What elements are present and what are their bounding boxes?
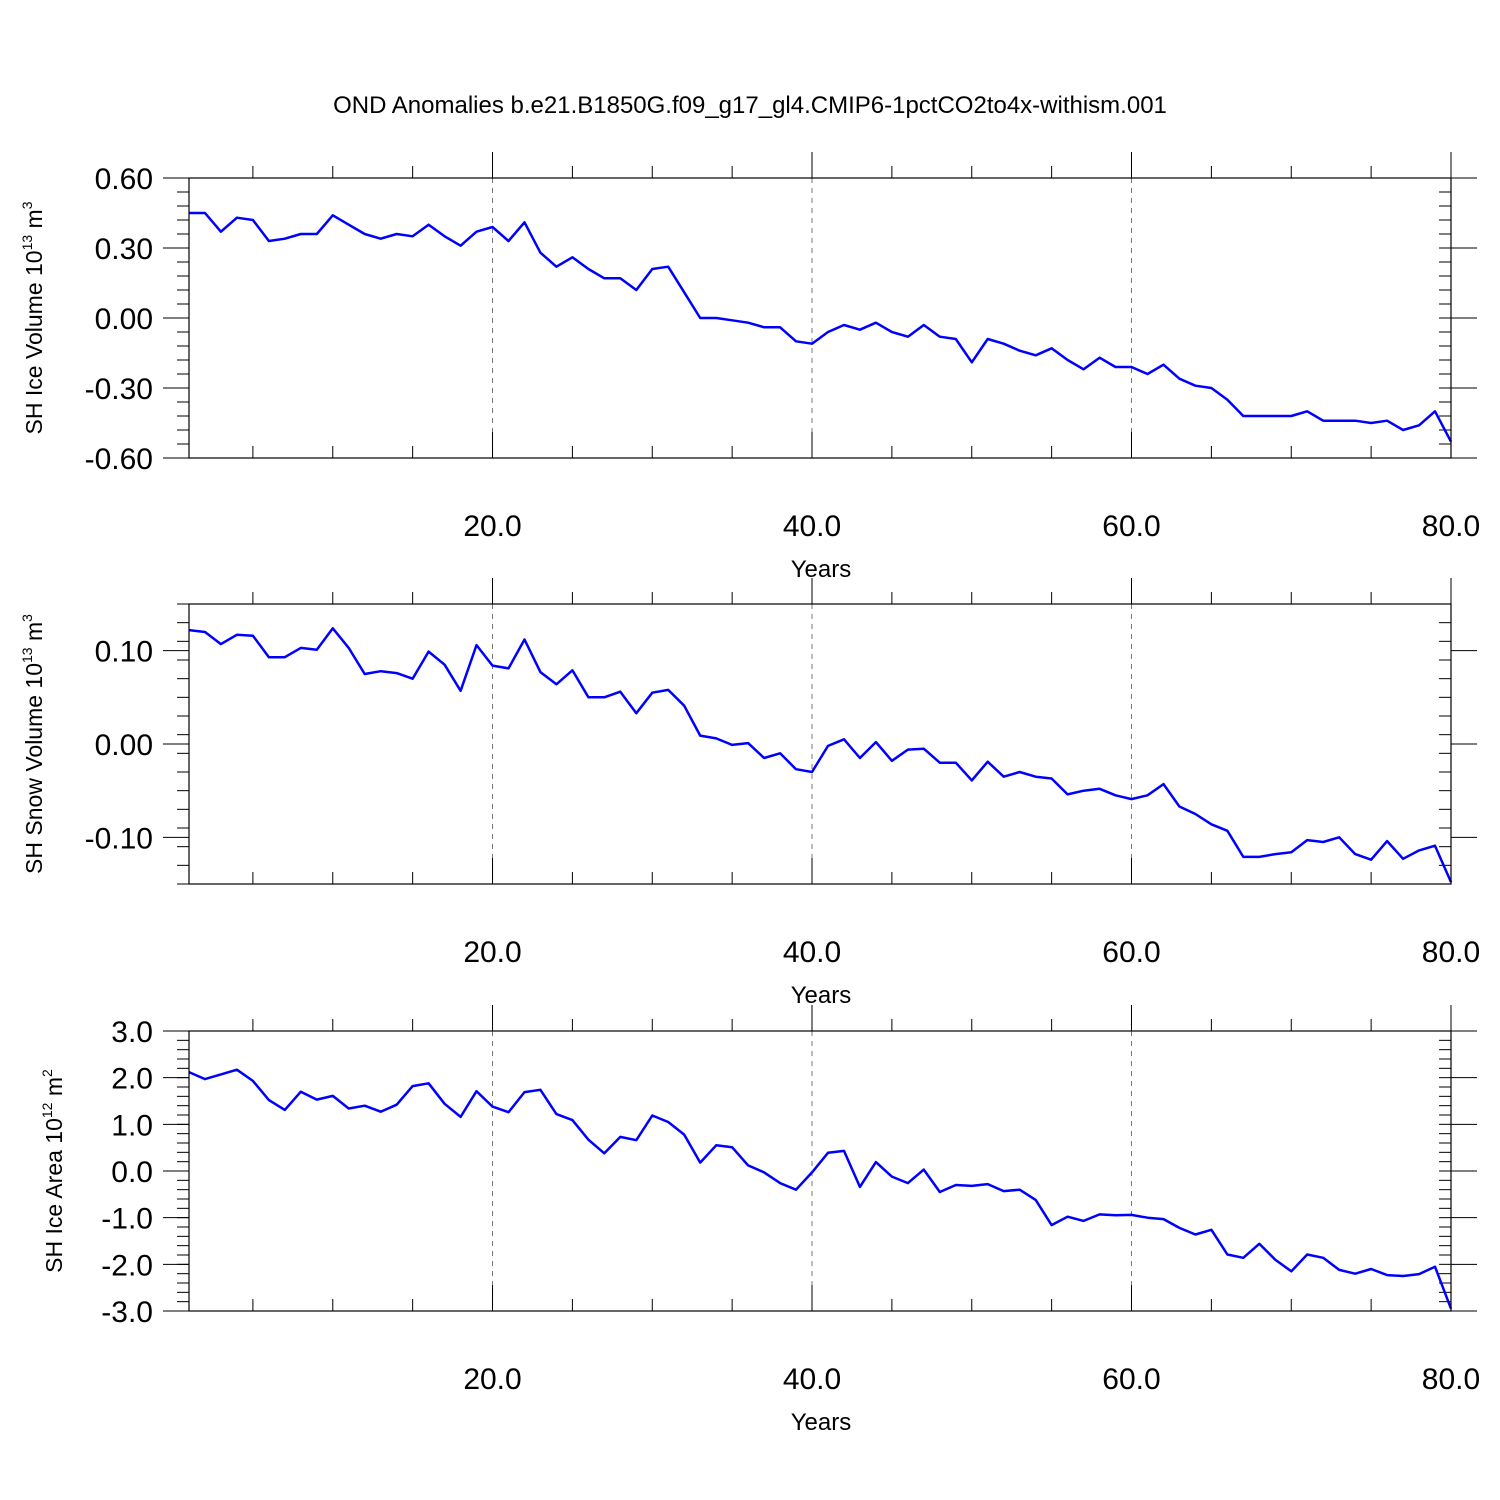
ice-volume-xtick-label: 40.0 [783, 510, 841, 543]
ice-area-xtick-label: 60.0 [1102, 1363, 1160, 1396]
snow-volume-y-axis-label: SH Snow Volume 1013 m3 [19, 614, 47, 874]
ice-volume-xtick-label: 60.0 [1102, 510, 1160, 543]
ice-area-plot-frame [188, 1030, 1452, 1312]
ice-volume-xtick-label: 80.0 [1422, 510, 1480, 543]
ice-volume-xtick-label: 20.0 [463, 510, 521, 543]
ice-area-ytick-label: -2.0 [101, 1249, 153, 1282]
ice-area-xtick-label: 40.0 [783, 1363, 841, 1396]
ice-volume-ytick-label: -0.60 [85, 443, 153, 476]
ice-area-ytick-label: 2.0 [111, 1063, 153, 1096]
ice-volume-y-axis-label: SH Ice Volume 1013 m3 [19, 201, 47, 434]
ice-volume-x-axis-label: Years [791, 556, 852, 583]
ice-volume-ytick-label: -0.30 [85, 373, 153, 406]
snow-volume-xtick-label: 80.0 [1422, 936, 1480, 969]
ice-volume-ytick-label: 0.30 [95, 233, 153, 266]
panel-ice-area: 3.0 2.0 1.0 0.0 -1.0 -2.0 -3.0 20.0 40.0 60.0 80.0… [39, 1005, 1480, 1436]
snow-volume-xtick-label: 20.0 [463, 936, 521, 969]
ice-area-xtick-label: 20.0 [463, 1363, 521, 1396]
panel-ice-volume: 0.60 0.30 0.00 -0.30 -0.60 20.0 40.0 60.0 80.0 Ye… [19, 152, 1480, 583]
ice-area-ytick-label: 1.0 [111, 1109, 153, 1142]
snow-volume-x-axis-label: Years [791, 982, 852, 1009]
ice-volume-ytick-label: 0.60 [95, 163, 153, 196]
ice-volume-ytick-label: 0.00 [95, 303, 153, 336]
ice-volume-plot-frame [188, 177, 1452, 459]
ice-area-series-line [188, 1068, 1453, 1310]
snow-volume-ytick-label: 0.10 [95, 636, 153, 669]
ice-area-x-axis-label: Years [791, 1409, 852, 1436]
snow-volume-xtick-label: 60.0 [1102, 936, 1160, 969]
snow-volume-plot-frame [188, 603, 1452, 885]
ice-area-ytick-label: -1.0 [101, 1203, 153, 1236]
snow-volume-xtick-label: 40.0 [783, 936, 841, 969]
ice-area-ytick-label: 3.0 [111, 1016, 153, 1049]
snow-volume-ytick-label: 0.00 [95, 729, 153, 762]
ice-volume-series-line [189, 211, 1453, 443]
snow-volume-ytick-label: -0.10 [85, 822, 153, 855]
ice-area-xtick-label: 80.0 [1422, 1363, 1480, 1396]
snow-volume-series-line [188, 627, 1453, 883]
ice-area-ytick-label: 0.0 [111, 1156, 153, 1189]
panel-snow-volume: 0.10 0.00 -0.10 20.0 40.0 60.0 80.0 Years SH Sno… [19, 578, 1480, 1009]
figure-title: OND Anomalies b.e21.B1850G.f09_g17_gl4.C… [333, 92, 1167, 119]
ice-area-ytick-label: -3.0 [101, 1296, 153, 1329]
ice-area-y-axis-label: SH Ice Area 1012 m2 [39, 1069, 67, 1273]
